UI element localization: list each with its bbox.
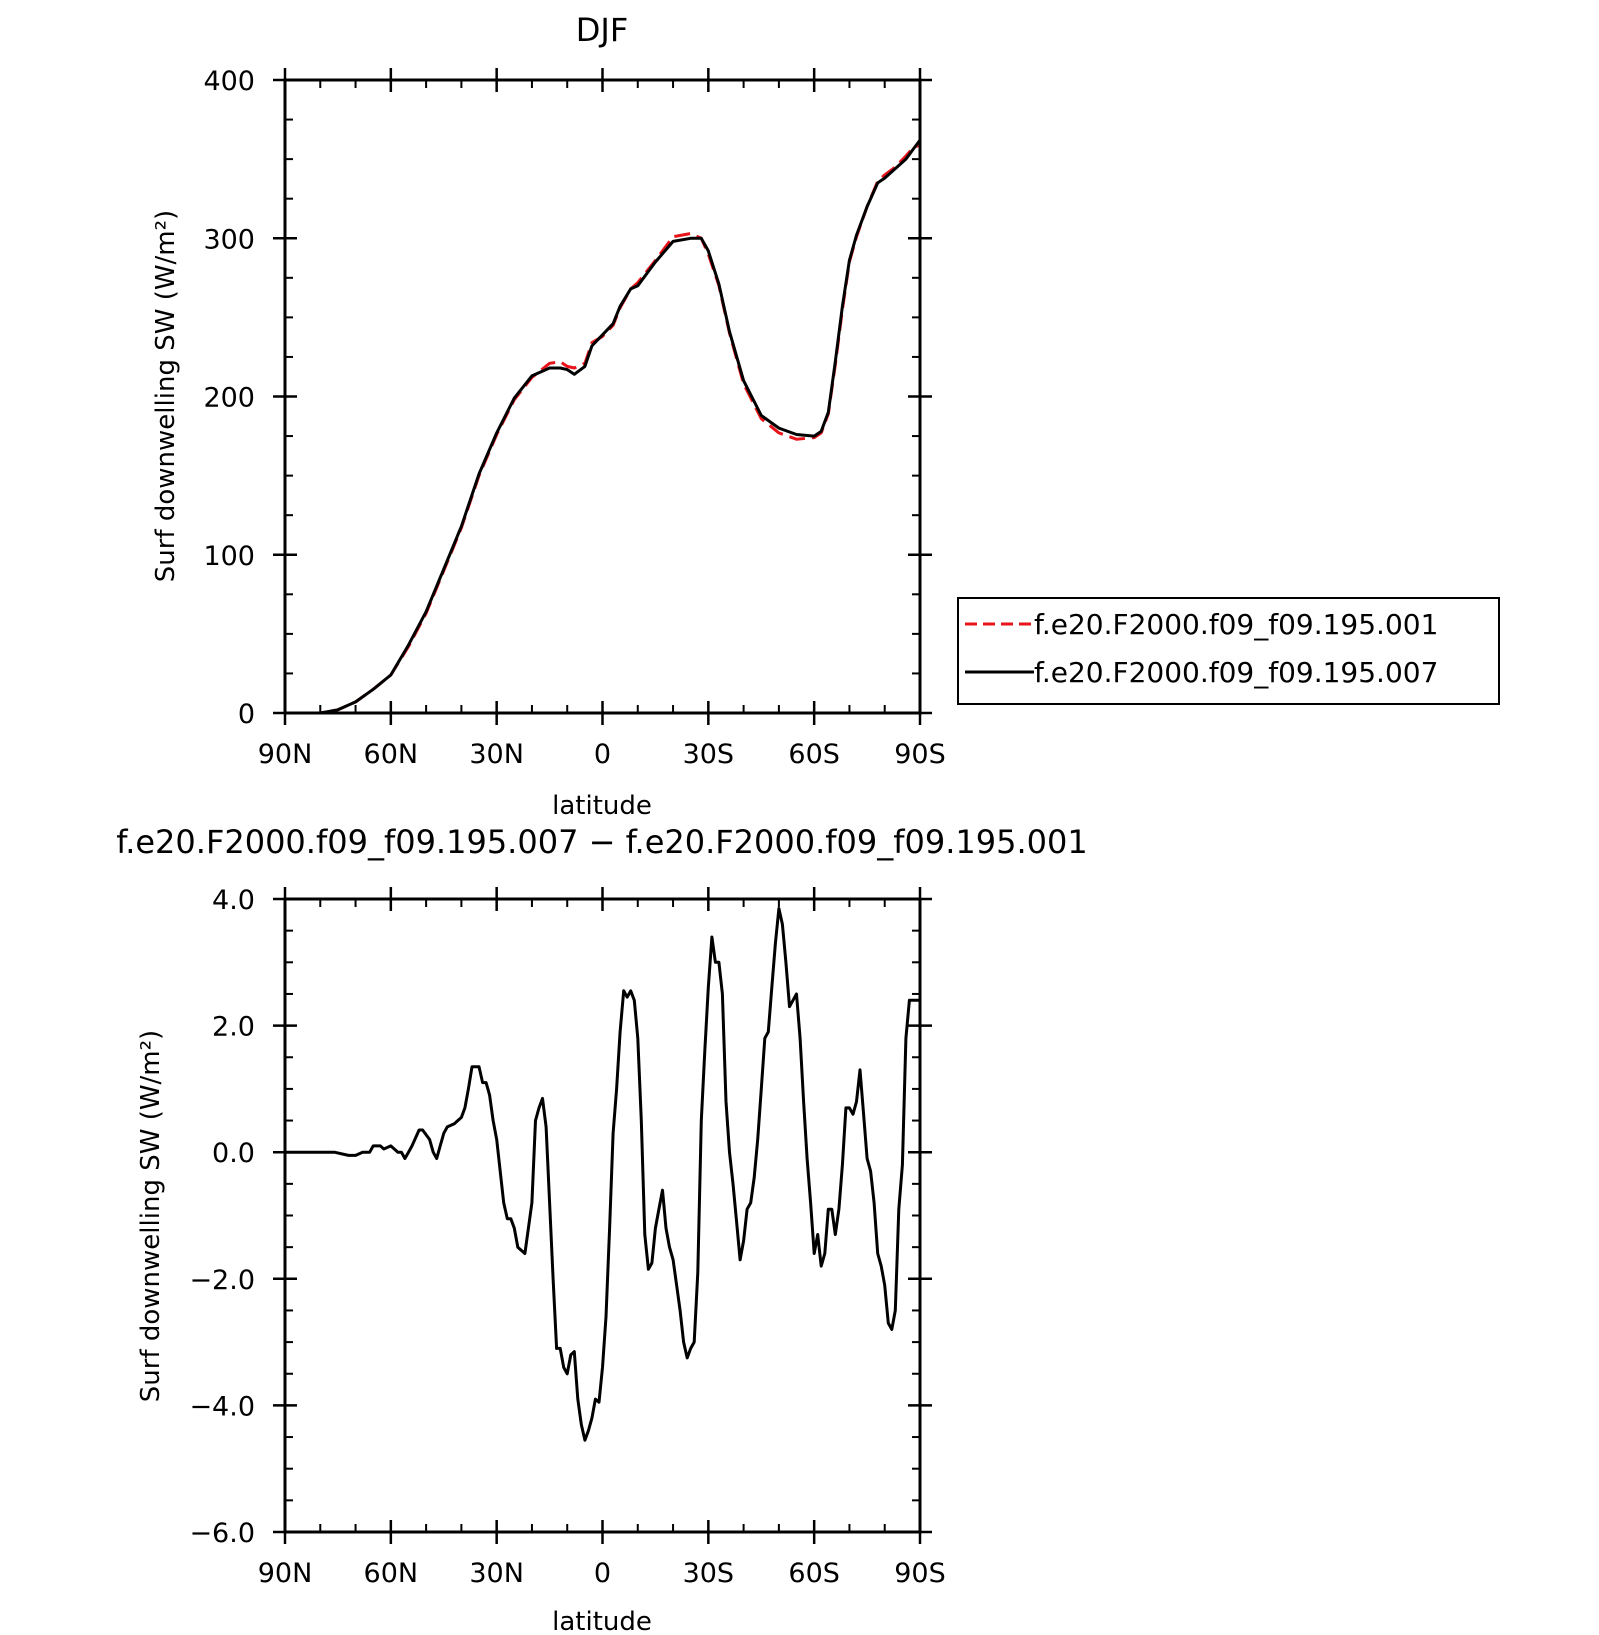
top-chart-title: DJF (576, 11, 628, 49)
bottom-chart-y-axis-label: Surf downwelling SW (W/m²) (136, 1030, 166, 1402)
top-chart-y-axis-label: Surf downwelling SW (W/m²) (151, 210, 181, 582)
x-tick-label: 60N (364, 1558, 419, 1589)
x-tick-label: 60S (788, 739, 840, 770)
bottom-chart-x-axis-label: latitude (552, 1607, 652, 1635)
x-tick-label: 90S (894, 739, 946, 770)
x-tick-label: 60S (788, 1558, 840, 1589)
legend: f.e20.F2000.f09_f09.195.001 f.e20.F2000.… (957, 597, 1500, 705)
x-tick-label: 90N (258, 1558, 313, 1589)
bottom-chart-panel: f.e20.F2000.f09_f09.195.007 − f.e20.F200… (116, 823, 1088, 1635)
legend-label-series-001: f.e20.F2000.f09_f09.195.001 (1034, 608, 1438, 641)
x-tick-label: 60N (364, 739, 419, 770)
bottom-chart-ticks: 90N 60N 30N 0 30S 60S 90S −6.0 −4.0 −2.0 0.0 2.0 4.0 (189, 885, 945, 1589)
y-tick-label: 200 (203, 383, 255, 414)
top-chart-series (285, 139, 922, 715)
top-chart-panel: DJF 90N 60N 30N 0 30S 60S 90S 0 100 200 300 400 lat… (151, 11, 946, 821)
bottom-chart-title: f.e20.F2000.f09_f09.195.007 − f.e20.F200… (116, 823, 1088, 861)
x-tick-label: 90S (894, 1558, 946, 1589)
legend-label-series-007: f.e20.F2000.f09_f09.195.007 (1034, 656, 1438, 689)
bottom-chart-series (285, 907, 920, 1442)
x-tick-label: 30N (469, 739, 524, 770)
legend-box (957, 597, 1500, 705)
y-tick-label: 2.0 (212, 1012, 255, 1043)
series-line-1 (285, 907, 920, 1442)
y-tick-label: −6.0 (189, 1518, 255, 1549)
x-tick-label: 0 (594, 1558, 611, 1589)
top-chart-frame (283, 78, 922, 715)
x-tick-label: 90N (258, 739, 313, 770)
series-line-1 (285, 143, 921, 715)
x-tick-label: 30N (469, 1558, 524, 1589)
series-line-2 (285, 139, 922, 715)
top-chart-x-axis-label: latitude (552, 791, 652, 821)
x-tick-label: 0 (594, 739, 611, 770)
y-tick-label: 0 (238, 699, 255, 730)
y-tick-label: −2.0 (189, 1265, 255, 1296)
y-tick-label: 100 (203, 541, 255, 572)
y-tick-label: 400 (203, 66, 255, 97)
top-chart-ticks: 90N 60N 30N 0 30S 60S 90S 0 100 200 300 400 (203, 66, 945, 770)
y-tick-label: −4.0 (189, 1391, 255, 1422)
bottom-chart-frame (283, 897, 922, 1534)
y-tick-label: 0.0 (212, 1138, 255, 1169)
x-tick-label: 30S (683, 739, 735, 770)
y-tick-label: 4.0 (212, 885, 255, 916)
x-tick-label: 30S (683, 1558, 735, 1589)
y-tick-label: 300 (203, 224, 255, 255)
